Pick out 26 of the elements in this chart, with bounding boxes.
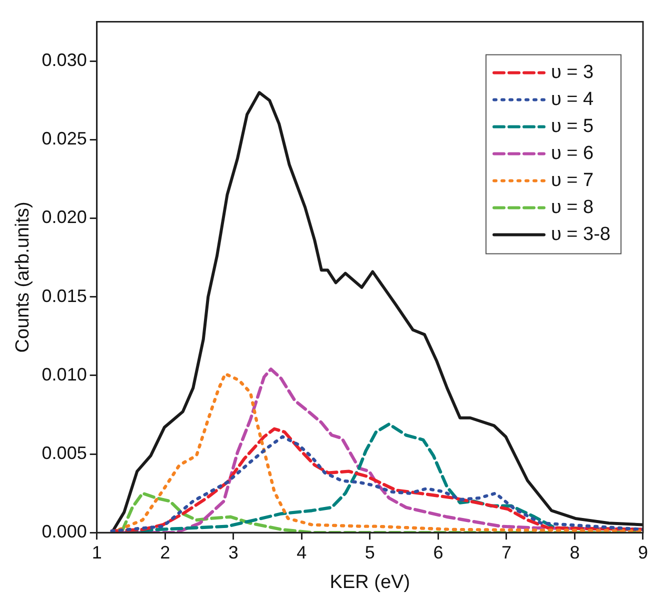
x-tick-label: 1 (92, 542, 102, 562)
x-tick-label: 5 (364, 542, 375, 562)
x-tick-label: 8 (570, 542, 580, 562)
legend-label: υ = 5 (550, 116, 594, 138)
y-axis-title: Counts (arb.units) (12, 202, 34, 353)
legend-label: υ = 6 (550, 143, 594, 164)
y-tick-label: 0.025 (42, 128, 87, 149)
x-axis-title: KER (eV) (330, 572, 410, 593)
x-tick-label: 7 (501, 542, 512, 562)
y-tick-label: 0.000 (42, 522, 87, 542)
y-tick-label: 0.015 (42, 286, 87, 306)
legend-label: υ = 7 (550, 170, 594, 192)
legend-label: υ = 3 (550, 62, 594, 84)
legend-label: υ = 3-8 (550, 224, 611, 246)
legend-label: υ = 4 (550, 89, 594, 110)
x-tick-label: 9 (638, 542, 648, 562)
x-tick-label: 6 (433, 542, 444, 562)
legend-label: υ = 8 (550, 197, 594, 218)
y-tick-label: 0.010 (42, 364, 87, 384)
x-tick-label: 2 (160, 542, 170, 562)
y-tick-label: 0.030 (42, 50, 87, 70)
x-tick-label: 4 (296, 542, 307, 562)
y-tick-label: 0.005 (42, 442, 87, 463)
x-tick-label: 3 (228, 542, 238, 562)
line-series (120, 492, 643, 533)
y-tick-label: 0.020 (42, 207, 87, 228)
